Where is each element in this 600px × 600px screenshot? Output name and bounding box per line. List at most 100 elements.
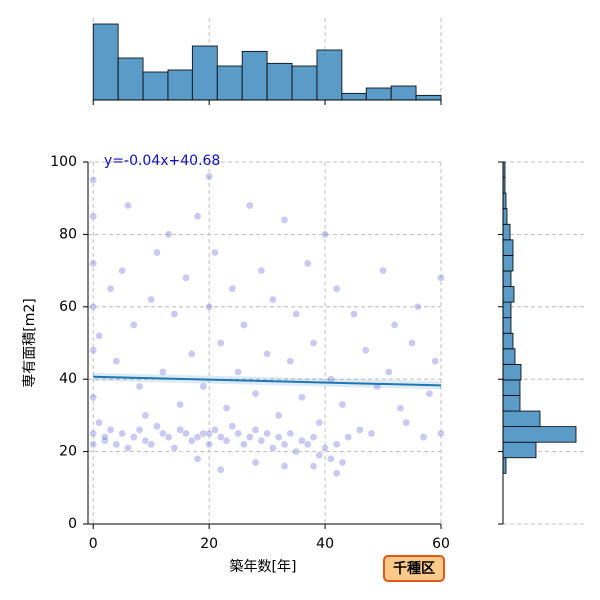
x-hist-bar [316,49,343,101]
y-hist-bar [502,363,522,381]
x-tick-label: 60 [432,536,450,552]
y-hist-bar [502,348,516,365]
x-hist-bar [216,65,243,101]
point [234,368,242,376]
point [315,418,324,427]
x-hist-bar [341,92,367,101]
point [187,350,196,358]
y-tick-label: 80 [59,226,77,242]
point [135,426,144,434]
point [431,357,440,365]
regression-label: y=-0.04x+40.68 [104,153,220,169]
y-tick-label: 0 [68,516,77,532]
y-hist-bar [502,410,541,428]
point [211,426,219,434]
point [199,429,208,438]
x-axis-label: 築年数[年] [230,559,297,575]
y-hist-bar [502,301,512,319]
point [176,400,185,409]
point [274,411,283,420]
point [321,230,329,239]
point [240,321,248,329]
point [205,429,213,438]
point [263,429,271,438]
point [211,248,219,257]
point [269,444,277,452]
point [222,436,231,445]
y-hist-bar [502,332,514,350]
point [164,433,173,441]
point [124,444,132,452]
point [257,436,266,445]
y-hist-bar [502,239,514,256]
point [292,447,300,456]
point [118,266,127,275]
y-hist-bar [502,426,577,443]
point [269,295,277,304]
point [309,433,318,441]
point [147,440,156,449]
point [303,259,312,268]
point [257,266,266,275]
point [228,422,237,431]
point [141,411,150,420]
badge: 千種区 [393,560,435,577]
y-hist-bar [502,270,512,287]
point [89,393,98,402]
point [216,465,225,474]
point [170,310,179,318]
point [425,389,434,398]
badge-box [383,555,445,582]
point [251,458,260,467]
point [153,422,161,431]
point [384,368,393,376]
point [408,339,416,347]
point [158,368,167,376]
point [89,346,98,355]
point [303,440,312,449]
x-hist-bar [365,87,392,101]
point [205,440,213,449]
point [240,440,248,449]
point [170,444,179,452]
point [129,321,138,329]
point [182,429,190,438]
point [112,357,121,365]
point [332,440,341,449]
y-axis-label: 専有面積[m2] [22,298,38,387]
y-hist-bar [502,254,514,272]
point [245,201,254,210]
point [89,212,98,221]
point [182,273,190,282]
point [129,433,138,441]
point [402,418,411,427]
point [106,284,115,293]
point [379,266,387,275]
x-hist-bar [191,45,218,101]
point [95,331,103,340]
point [89,440,98,449]
point [344,433,353,441]
point [100,433,109,441]
x-hist-bar [92,23,119,101]
point [356,426,364,434]
x-tick-label: 40 [316,536,334,552]
point [390,321,399,329]
point [298,436,306,445]
point [158,429,167,438]
point [187,436,196,445]
point [153,248,161,257]
point [141,436,150,445]
point [147,295,156,304]
y-tick-label: 40 [59,371,77,387]
point [350,310,358,318]
point [89,302,98,311]
regression-line [93,375,442,387]
x-hist-bar [117,57,144,101]
point [338,400,347,409]
point [112,440,121,449]
y-hist-bar [502,317,512,334]
point [437,429,445,438]
point [321,444,329,452]
